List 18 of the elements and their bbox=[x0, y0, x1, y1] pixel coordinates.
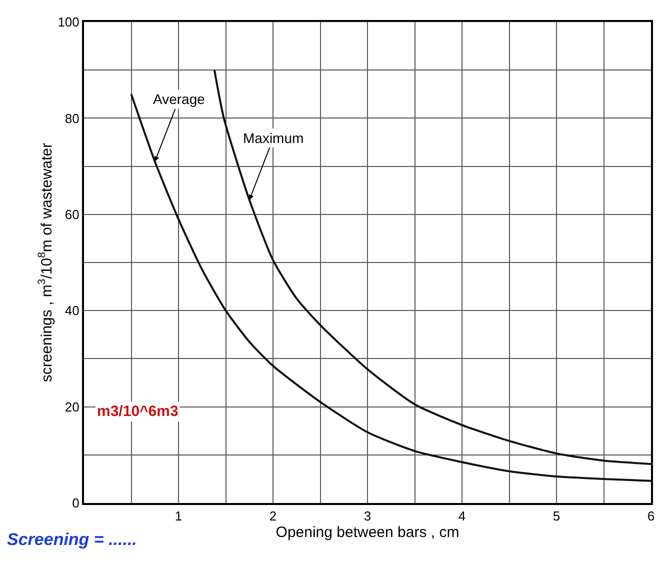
x-tick-label: 5 bbox=[552, 508, 560, 524]
x-tick-label: 4 bbox=[458, 508, 466, 524]
x-tick-label: 2 bbox=[269, 508, 277, 524]
y-tick-label: 0 bbox=[72, 496, 80, 511]
y-tick-label: 100 bbox=[58, 14, 80, 30]
x-tick-label: 6 bbox=[647, 508, 655, 524]
x-axis-title: Opening between bars , cm bbox=[276, 524, 460, 542]
y-tick-label: 20 bbox=[64, 399, 80, 414]
line-series bbox=[213, 69, 651, 466]
y-tick-label: 60 bbox=[64, 206, 80, 222]
text: Screening = ...... bbox=[7, 530, 137, 549]
annotation: Maximum bbox=[243, 130, 304, 146]
annotation: m3/10^6m3 bbox=[97, 403, 178, 420]
y-tick-label: 80 bbox=[64, 110, 80, 126]
x-tick-label: 1 bbox=[174, 508, 182, 524]
annotation: Average bbox=[153, 91, 206, 107]
x-tick-label: 3 bbox=[364, 508, 372, 524]
y-tick-label: 40 bbox=[64, 303, 80, 318]
